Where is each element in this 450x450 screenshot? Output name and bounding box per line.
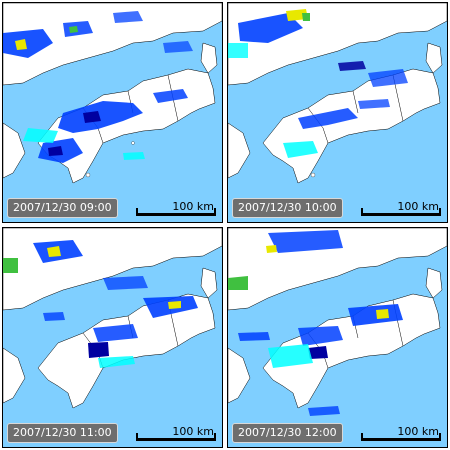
scale-label: 100 km xyxy=(397,425,439,438)
scale-tick-right xyxy=(214,433,216,441)
radar-panel-0900: 2007/12/30 09:00 100 km xyxy=(2,2,223,223)
radar-map xyxy=(228,3,447,222)
scale-bar: 100 km xyxy=(136,200,216,216)
radar-panel-1000: 2007/12/30 10:00 100 km xyxy=(227,2,448,223)
scale-bar-line xyxy=(361,213,441,216)
scale-tick-left xyxy=(361,208,363,216)
scale-bar-line xyxy=(361,438,441,441)
radar-map xyxy=(3,228,222,447)
scale-tick-right xyxy=(214,208,216,216)
scale-label: 100 km xyxy=(172,200,214,213)
scale-bar-line xyxy=(136,438,216,441)
radar-map xyxy=(228,228,447,447)
radar-panel-1100: 2007/12/30 11:00 100 km xyxy=(2,227,223,448)
scale-tick-right xyxy=(439,208,441,216)
scale-label: 100 km xyxy=(172,425,214,438)
timestamp-label: 2007/12/30 11:00 xyxy=(7,423,118,443)
scale-tick-left xyxy=(361,433,363,441)
timestamp-label: 2007/12/30 10:00 xyxy=(232,198,343,218)
timestamp-label: 2007/12/30 12:00 xyxy=(232,423,343,443)
radar-map xyxy=(3,3,222,222)
scale-bar: 100 km xyxy=(361,425,441,441)
scale-tick-left xyxy=(136,433,138,441)
radar-panel-1200: 2007/12/30 12:00 100 km xyxy=(227,227,448,448)
timestamp-label: 2007/12/30 09:00 xyxy=(7,198,118,218)
scale-bar: 100 km xyxy=(361,200,441,216)
scale-tick-right xyxy=(439,433,441,441)
scale-tick-left xyxy=(136,208,138,216)
scale-bar-line xyxy=(136,213,216,216)
scale-label: 100 km xyxy=(397,200,439,213)
scale-bar: 100 km xyxy=(136,425,216,441)
